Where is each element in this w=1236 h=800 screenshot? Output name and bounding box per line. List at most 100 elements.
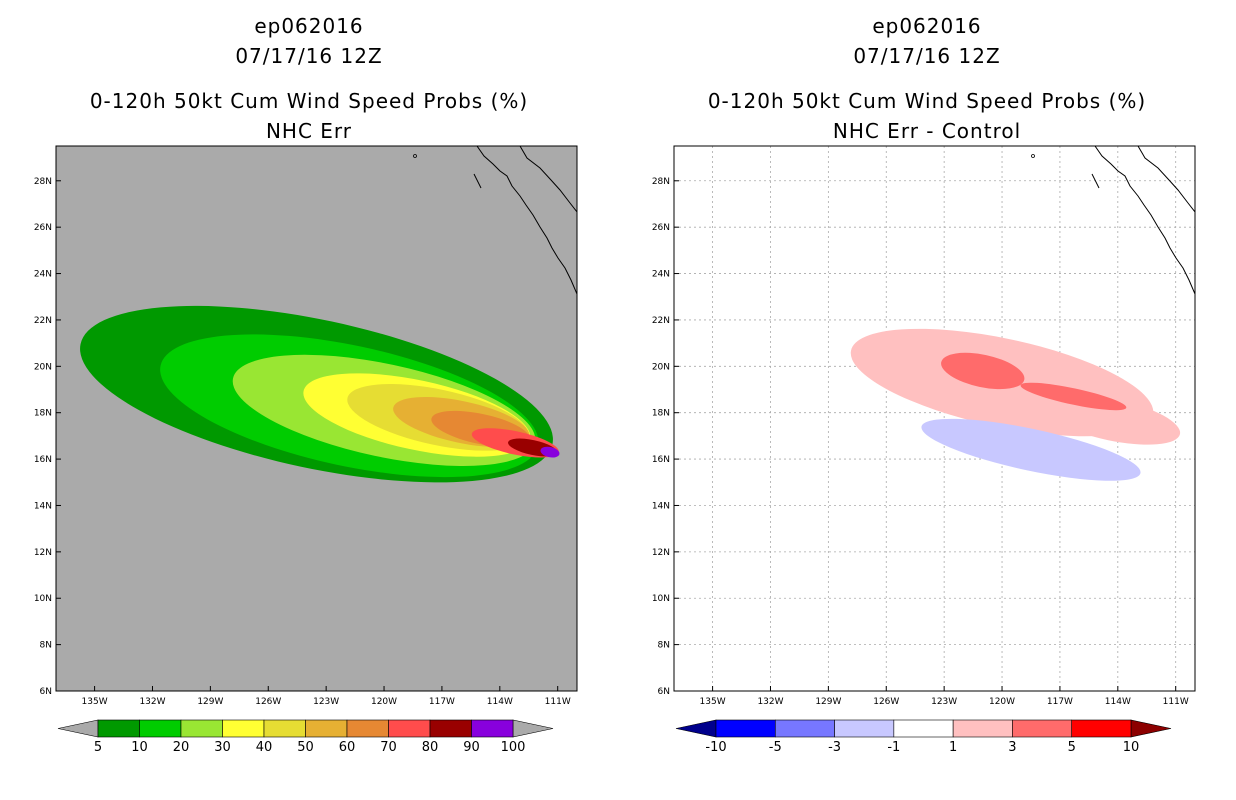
x-tick-label: 126W (255, 697, 281, 707)
coastline-island (473, 173, 482, 189)
probability-map: 135W 132W 129W 126W 123W 120W 117W 114W 111W 6N 8N… (34, 145, 578, 755)
coastline-island (1091, 173, 1100, 189)
x-tick-label: 117W (1047, 697, 1073, 707)
chart-panel-nhc-err: ep062016 07/17/16 12Z 0-120h 50kt Cum Wi… (34, 14, 578, 755)
colorbar-swatch (952, 719, 1013, 738)
contour-1-to-3 (1043, 394, 1181, 445)
colorbar-label: 3 (1008, 740, 1016, 755)
storm-id-title: ep062016 (254, 14, 364, 38)
island-guadalupe (413, 154, 417, 158)
colorbar-label: 5 (94, 740, 102, 755)
plot-frame (673, 145, 1196, 692)
x-tick-label: 129W (815, 697, 841, 707)
colorbar-swatch (222, 719, 265, 738)
datetime-title: 07/17/16 12Z (853, 44, 1001, 68)
x-tick-label: 129W (197, 697, 223, 707)
contour-layer (80, 146, 577, 483)
colorbar-label: 30 (214, 740, 231, 755)
colorbar-swatch (263, 719, 306, 738)
colorbar-label: 5 (1068, 740, 1076, 755)
colorbar-swatch (774, 719, 835, 738)
y-tick-label: 14N (652, 501, 670, 511)
colorbar-label: 50 (297, 740, 314, 755)
colorbar-under-arrow (57, 719, 99, 738)
colorbar-label: -10 (705, 740, 726, 755)
colorbar: 5 10 20 30 40 50 60 70 80 90 100 (57, 719, 554, 755)
coastline-mainland (1137, 146, 1195, 213)
plot-frame (55, 145, 578, 692)
colorbar-swatch (834, 719, 895, 738)
y-tick-label: 10N (652, 594, 670, 604)
y-tick-label: 26N (34, 223, 52, 233)
y-tick-label: 14N (34, 501, 52, 511)
y-tick-label: 24N (652, 270, 670, 280)
colorbar: -10 -5 -3 -1 1 3 5 10 (675, 719, 1172, 755)
colorbar-swatch (97, 719, 140, 738)
colorbar-swatch (1012, 719, 1073, 738)
colorbar-label: 40 (256, 740, 273, 755)
colorbar-label: 1 (949, 740, 957, 755)
x-tick-label: 114W (1105, 697, 1131, 707)
y-tick-label: 16N (652, 455, 670, 465)
x-tick-label: 135W (700, 697, 726, 707)
colorbar-label: 70 (380, 740, 397, 755)
colorbar-swatch (388, 719, 431, 738)
x-tick-label: 111W (1163, 697, 1189, 707)
colorbar-under-arrow (675, 719, 717, 738)
y-tick-label: 20N (34, 362, 52, 372)
contour-layer (674, 146, 1195, 691)
colorbar-label: 20 (173, 740, 190, 755)
colorbar-label: 90 (463, 740, 480, 755)
colorbar-label: 10 (1123, 740, 1140, 755)
y-tick-label: 20N (652, 362, 670, 372)
y-tick-label: 18N (652, 409, 670, 419)
colorbar-swatch (471, 719, 514, 738)
y-tick-label: 22N (34, 316, 52, 326)
coastline-baja (1094, 146, 1195, 295)
datetime-title: 07/17/16 12Z (235, 44, 383, 68)
contour-3-to-5 (1020, 382, 1127, 411)
coastline-mainland (519, 146, 577, 213)
x-tick-label: 114W (487, 697, 513, 707)
chart-title: 0-120h 50kt Cum Wind Speed Probs (%) (707, 89, 1147, 113)
chart-subtitle: NHC Err - Control (832, 119, 1022, 143)
colorbar-label: 80 (422, 740, 439, 755)
x-tick-label: 117W (429, 697, 455, 707)
x-tick-label: 120W (371, 697, 397, 707)
colorbar-swatch (305, 719, 348, 738)
colorbar-label: -3 (828, 740, 841, 755)
colorbar-swatch (715, 719, 776, 738)
y-tick-label: 26N (652, 223, 670, 233)
x-tick-label: 120W (989, 697, 1015, 707)
y-tick-label: 12N (652, 548, 670, 558)
colorbar-label: -5 (769, 740, 782, 755)
island-guadalupe (1031, 154, 1035, 158)
y-tick-label: 22N (652, 316, 670, 326)
colorbar-swatch (429, 719, 472, 738)
y-tick-label: 18N (34, 409, 52, 419)
y-tick-label: 28N (652, 177, 670, 187)
y-tick-label: 8N (658, 641, 670, 651)
y-tick-label: 16N (34, 455, 52, 465)
y-tick-label: 8N (40, 641, 52, 651)
contour-90 (540, 446, 560, 458)
x-tick-label: 123W (313, 697, 339, 707)
colorbar-swatch (139, 719, 182, 738)
colorbar-swatch (893, 719, 954, 738)
y-tick-label: 28N (34, 177, 52, 187)
x-tick-label: 132W (757, 697, 783, 707)
x-tick-label: 123W (931, 697, 957, 707)
y-tick-label: 24N (34, 270, 52, 280)
colorbar-label: 10 (131, 740, 148, 755)
x-tick-label: 135W (82, 697, 108, 707)
y-tick-label: 10N (34, 594, 52, 604)
colorbar-over-arrow (1130, 719, 1172, 738)
x-tick-label: 126W (873, 697, 899, 707)
chart-title: 0-120h 50kt Cum Wind Speed Probs (%) (89, 89, 529, 113)
colorbar-swatch (180, 719, 223, 738)
colorbar-label: 100 (501, 740, 526, 755)
contour--1-to--3 (921, 418, 1141, 481)
colorbar-over-arrow (512, 719, 554, 738)
y-tick-label: 6N (40, 687, 52, 697)
storm-id-title: ep062016 (872, 14, 982, 38)
